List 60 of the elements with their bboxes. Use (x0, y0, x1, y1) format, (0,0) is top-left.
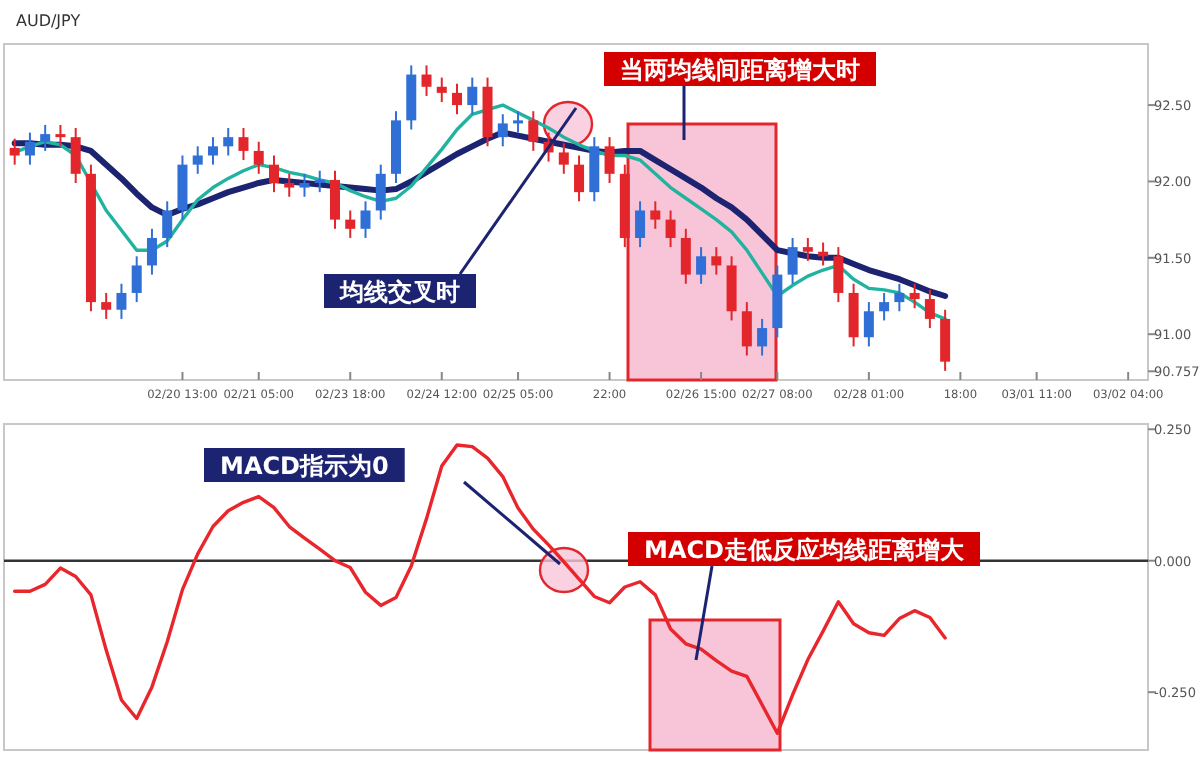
annotation: 当两均线间距离增大时 (620, 56, 860, 84)
candlestick (757, 317, 768, 357)
candlestick (741, 301, 752, 357)
candlestick (116, 282, 127, 320)
candlestick (726, 255, 737, 322)
candlestick (680, 227, 691, 285)
candlestick (909, 282, 920, 310)
candlestick (863, 301, 874, 348)
candlestick (604, 136, 615, 184)
candlestick (238, 127, 249, 162)
candlestick (70, 127, 81, 184)
candlestick (513, 110, 524, 134)
candlestick (146, 227, 157, 276)
annotation: MACD指示为0 (220, 452, 389, 480)
candlestick (711, 246, 722, 276)
candlestick (635, 200, 646, 249)
candlestick (528, 110, 539, 152)
candlestick (940, 308, 951, 372)
candlestick (558, 142, 569, 175)
candlestick (833, 246, 844, 304)
candlestick (101, 291, 112, 320)
candlestick (284, 172, 295, 198)
candlestick (497, 113, 508, 148)
candlestick (452, 82, 463, 116)
candlestick (589, 136, 600, 203)
candlestick (253, 140, 264, 175)
candlestick (848, 282, 859, 348)
candlestick (696, 246, 707, 285)
candlestick (55, 123, 66, 148)
candlestick (894, 282, 905, 313)
candlestick (421, 64, 432, 97)
candlestick (650, 200, 661, 230)
candlestick (924, 288, 935, 330)
candlestick (40, 123, 51, 152)
candlestick (802, 236, 813, 262)
candlestick (345, 209, 356, 239)
candlestick (406, 64, 417, 131)
candlestick (207, 136, 218, 166)
candlestick (436, 76, 447, 104)
annotation: 均线交叉时 (338, 278, 460, 306)
candlestick (24, 131, 35, 166)
candlestick (375, 163, 386, 221)
candlestick (9, 137, 20, 166)
candlestick (192, 145, 203, 175)
annotation: MACD走低反应均线距离增大 (644, 536, 966, 564)
candlestick (268, 154, 279, 194)
candlestick (360, 200, 371, 239)
candlestick (879, 291, 890, 322)
candlestick (223, 127, 234, 157)
candlestick (131, 255, 142, 304)
candlestick (314, 169, 325, 194)
candlestick (177, 154, 188, 221)
candlestick (162, 200, 173, 249)
chart-title: AUD/JPY (16, 12, 81, 30)
candlestick (665, 209, 676, 249)
candlestick (330, 169, 340, 230)
candlestick (299, 172, 310, 198)
candlestick (574, 154, 585, 203)
candlestick (467, 76, 478, 116)
candlestick (787, 236, 798, 285)
